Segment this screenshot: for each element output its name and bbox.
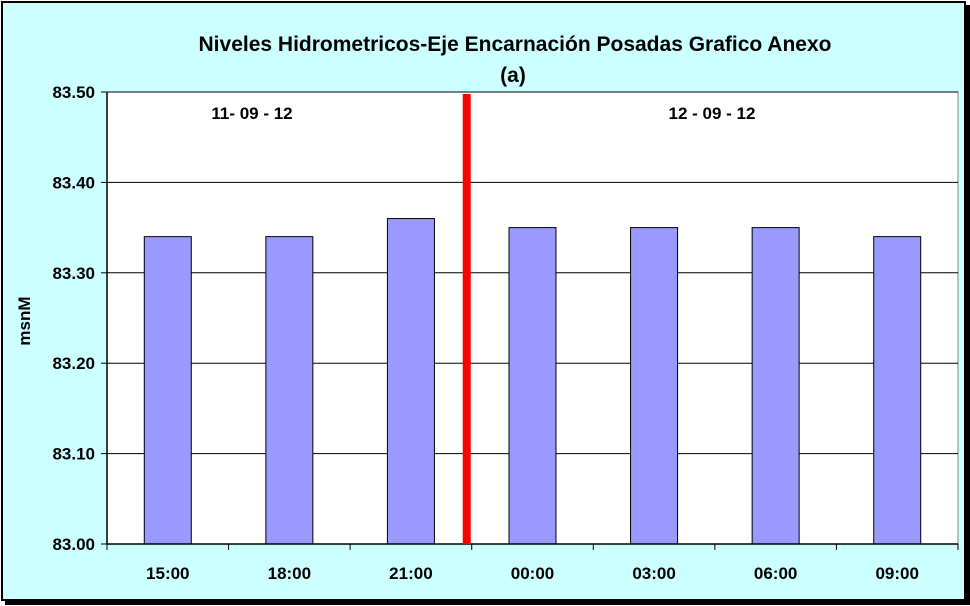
x-tick-label: 03:00 [632, 564, 675, 583]
bar [751, 227, 800, 545]
y-axis-label: msnM [15, 296, 34, 345]
chart-title: Niveles Hidrometricos-Eje Encarnación Po… [199, 33, 832, 56]
y-tick-labels: 83.00 83.10 83.20 83.30 83.40 83.50 [52, 83, 95, 554]
x-tick-labels: 15:00 18:00 21:00 00:00 03:00 06:00 09:00 [146, 564, 919, 583]
y-tick-label: 83.00 [52, 535, 95, 554]
chart-subtitle: (a) [500, 64, 526, 87]
annotations: 11- 09 - 12 12 - 09 - 12 [211, 104, 755, 123]
y-tick-label: 83.10 [52, 445, 95, 464]
bar [143, 236, 192, 545]
y-tick-label: 83.40 [52, 173, 95, 192]
x-tick-label: 15:00 [146, 564, 189, 583]
day-divider-line [462, 94, 471, 544]
bar [630, 227, 679, 545]
x-tick-label: 18:00 [268, 564, 311, 583]
x-tick-label: 21:00 [389, 564, 432, 583]
y-tick-label: 83.30 [52, 264, 95, 283]
bar [386, 218, 435, 545]
x-tick-label: 09:00 [875, 564, 918, 583]
bars [143, 218, 922, 545]
x-tick-label: 00:00 [511, 564, 554, 583]
bar [265, 236, 314, 545]
x-tick-label: 06:00 [754, 564, 797, 583]
date-label-right: 12 - 09 - 12 [669, 104, 756, 123]
bar [508, 227, 557, 545]
y-tick-label: 83.20 [52, 354, 95, 373]
bar-chart: Niveles Hidrometricos-Eje Encarnación Po… [15, 33, 959, 583]
axes [101, 91, 959, 550]
date-label-left: 11- 09 - 12 [211, 104, 292, 123]
bar [873, 236, 922, 545]
y-tick-label: 83.50 [52, 83, 95, 102]
